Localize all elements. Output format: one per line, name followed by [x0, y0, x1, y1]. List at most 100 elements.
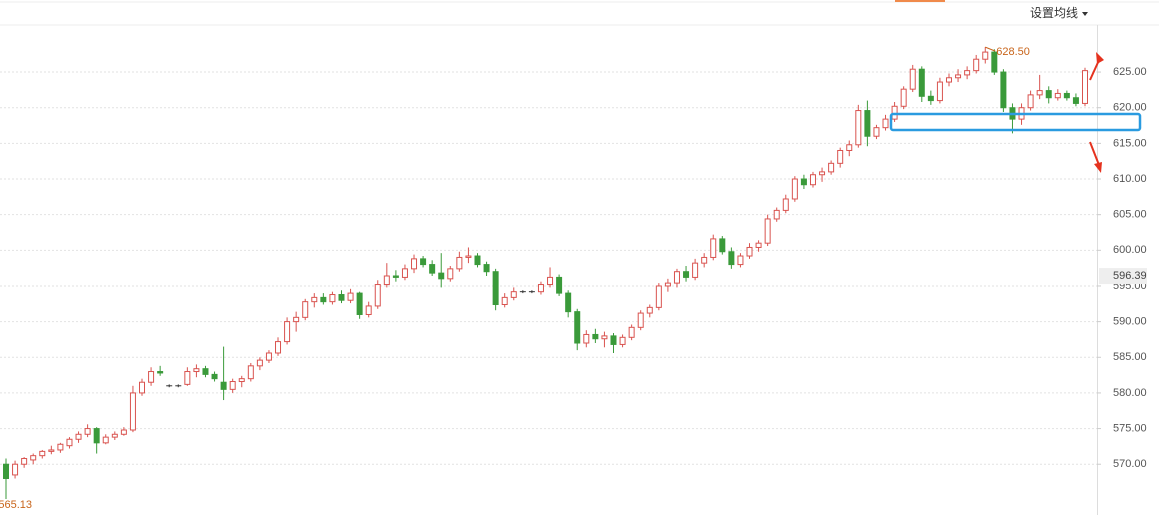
min-label: 565.13: [0, 499, 32, 511]
candle-body: [746, 246, 753, 257]
candle-body: [411, 258, 418, 270]
candle-body: [683, 271, 690, 278]
candle-body: [565, 292, 572, 313]
candle-body: [846, 144, 853, 151]
candle-body: [338, 294, 345, 301]
candle-body: [583, 333, 590, 344]
y-tick-label: 570.00: [1113, 458, 1147, 470]
candle-body: [655, 285, 662, 308]
candle-body: [320, 296, 327, 303]
candle-body: [365, 305, 372, 315]
candle-body: [275, 341, 282, 354]
candle-body: [1072, 97, 1079, 104]
ma-button-caret[interactable]: [1082, 12, 1088, 16]
y-tick-label: 585.00: [1113, 351, 1147, 363]
y-tick-label: 580.00: [1113, 387, 1147, 399]
ma-button[interactable]: 设置均线: [1030, 6, 1078, 20]
candle-body: [1027, 94, 1034, 109]
candle-body: [664, 282, 671, 287]
candle-body: [465, 255, 472, 258]
candle-body: [238, 378, 245, 383]
candle-body: [265, 352, 272, 361]
candle-body: [483, 264, 490, 273]
candle-body: [492, 271, 499, 306]
candle-body: [864, 110, 871, 137]
candle-body: [782, 198, 789, 211]
candle-body: [193, 368, 200, 373]
candle-body: [773, 209, 780, 220]
y-tick-label: 590.00: [1113, 316, 1147, 328]
candle-body: [701, 256, 708, 264]
candle-body: [93, 428, 100, 444]
grid: 570.00575.00580.00585.00590.00595.00600.…: [0, 66, 1147, 470]
candle-body: [120, 429, 127, 435]
candle-body: [157, 371, 164, 374]
candle-body: [30, 455, 37, 461]
candle-body: [211, 373, 218, 380]
y-tick-label: 620.00: [1113, 102, 1147, 114]
candle-body: [75, 433, 82, 440]
candle-body: [1036, 90, 1043, 96]
candle-body: [973, 58, 980, 72]
candle-body: [474, 255, 481, 266]
candle-body: [202, 368, 209, 375]
candle-body: [637, 312, 644, 328]
arrow-down: [1089, 141, 1100, 166]
candle-body: [728, 251, 735, 266]
candle-body: [755, 242, 762, 248]
y-tick-label: 610.00: [1113, 173, 1147, 185]
candle-body: [392, 275, 399, 278]
candle-body: [955, 74, 962, 79]
candle-body: [964, 70, 971, 76]
candle-body: [809, 174, 816, 186]
candle-body: [710, 238, 717, 258]
candle-body: [284, 321, 291, 343]
candle-body: [374, 284, 381, 307]
candle-body: [102, 436, 109, 444]
candles: [3, 47, 1088, 499]
candle-body: [619, 336, 626, 345]
candle-body: [628, 326, 635, 338]
max-label: 628.50: [996, 46, 1030, 58]
candle-body: [556, 276, 563, 294]
candle-body: [1063, 92, 1070, 99]
arrow-down-head: [1094, 162, 1102, 173]
y-tick-label: 575.00: [1113, 422, 1147, 434]
candle-body: [891, 105, 898, 120]
candle-body: [764, 218, 771, 244]
candle-body: [21, 458, 28, 465]
candle-body: [610, 335, 617, 345]
highlight-box: [889, 112, 1142, 132]
candle-body: [347, 292, 354, 301]
candle-body: [293, 316, 300, 323]
candle-body: [429, 264, 436, 274]
candle-body: [48, 449, 55, 452]
candle-body: [356, 292, 363, 315]
candle-body: [646, 306, 653, 314]
candle-body: [882, 118, 889, 129]
candle-body: [837, 149, 844, 164]
candle-body: [3, 463, 9, 479]
candle-body: [302, 301, 309, 318]
candle-body: [800, 178, 807, 186]
candle-body: [1082, 70, 1088, 104]
candle-body: [537, 284, 544, 293]
last-price-label: 596.39: [1113, 270, 1147, 282]
candle-body: [991, 51, 998, 73]
candle-body: [547, 276, 554, 286]
candle-body: [719, 238, 726, 253]
candle-body: [256, 359, 263, 367]
candle-body: [909, 68, 916, 90]
candle-body: [601, 335, 608, 340]
top-tab: [895, 0, 945, 2]
candle-body: [673, 271, 680, 284]
candle-body: [383, 275, 390, 286]
candle-body: [737, 255, 744, 266]
candle-body: [229, 381, 236, 390]
candle-body: [819, 171, 826, 176]
candle-body: [247, 365, 254, 380]
candle-body: [184, 371, 191, 385]
candle-body: [1000, 71, 1007, 109]
